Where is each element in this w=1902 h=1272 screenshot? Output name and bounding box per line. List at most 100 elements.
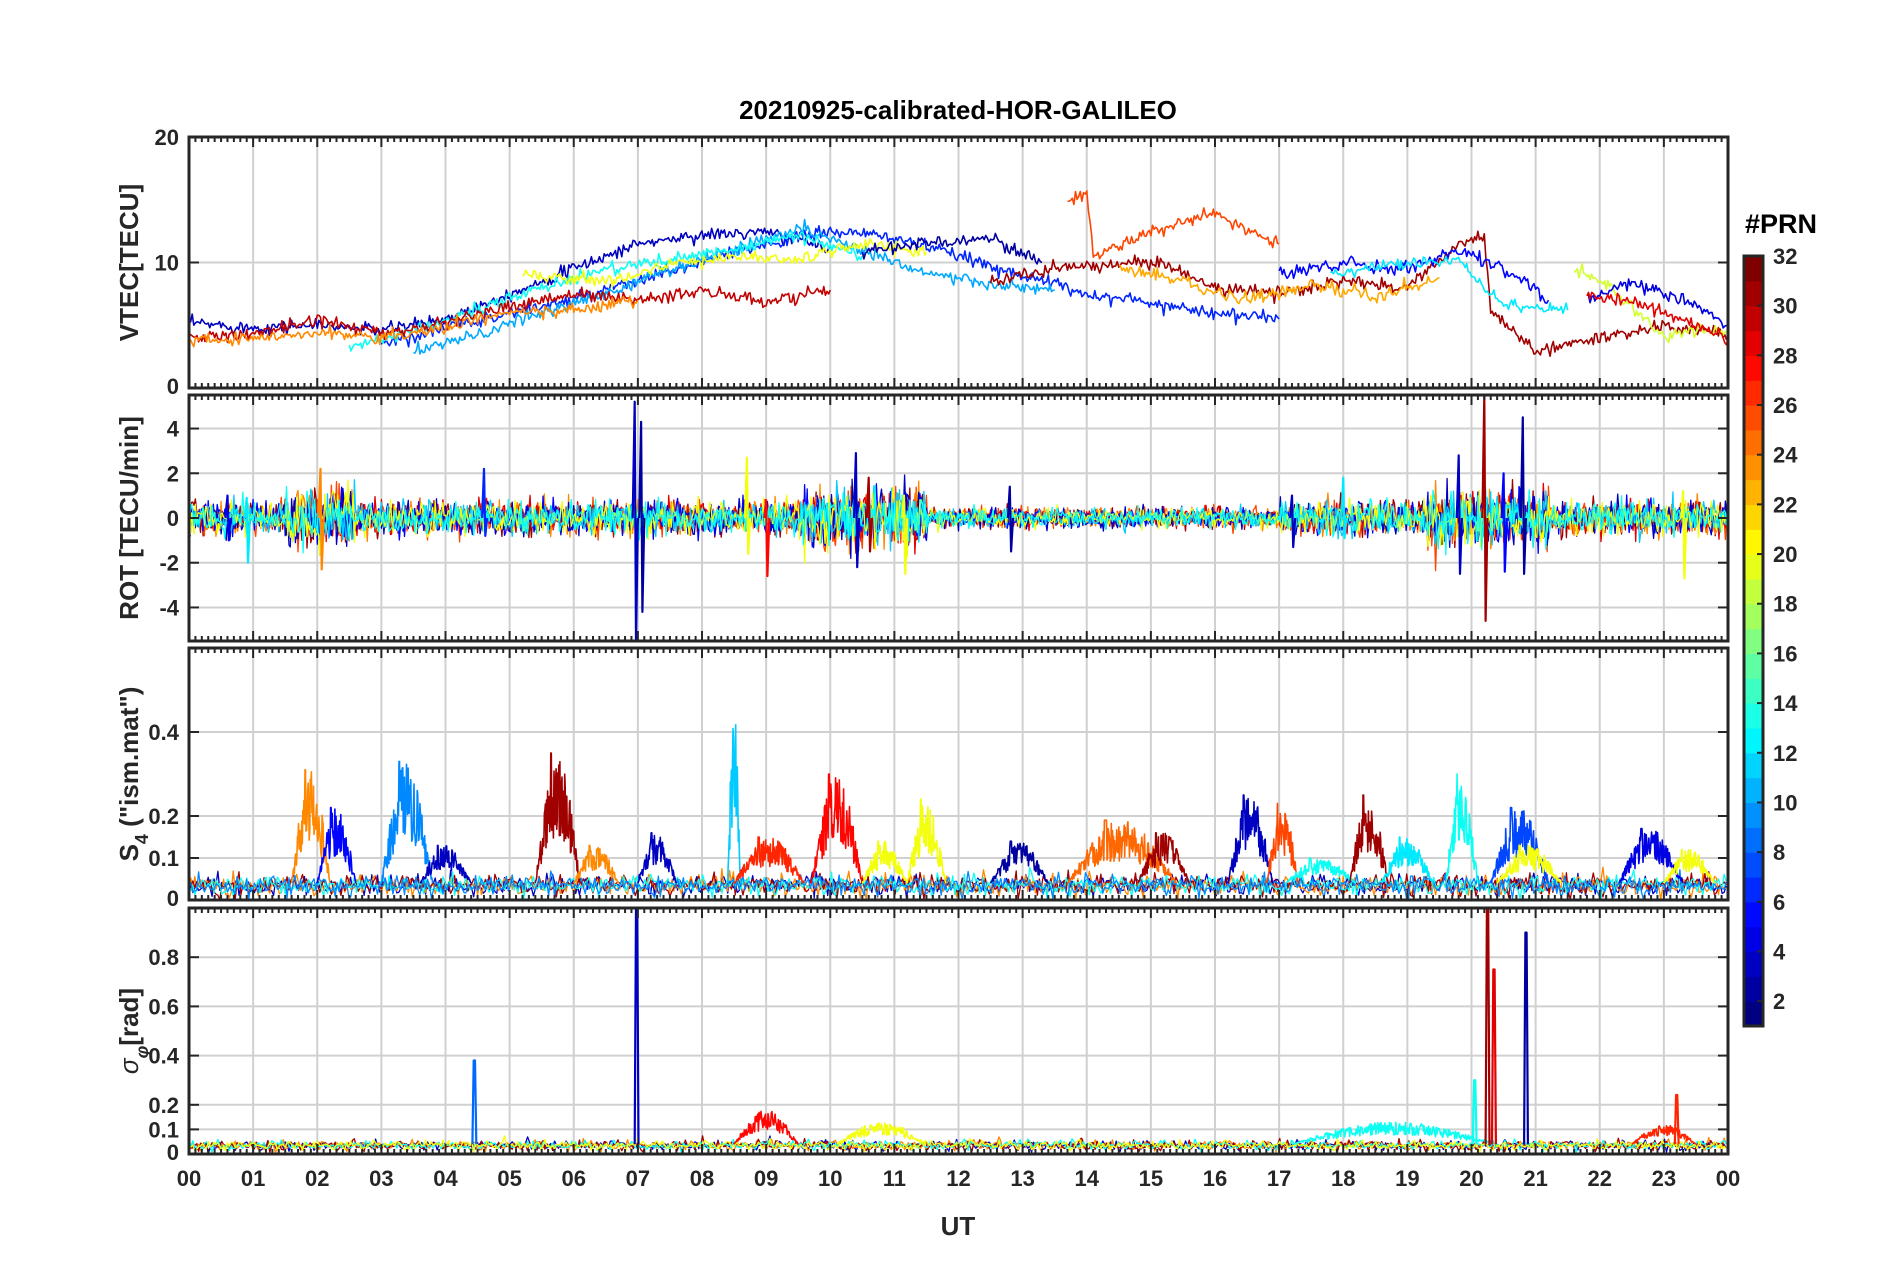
vtec-series-prn-30 [189,285,832,344]
colorbar-tick-label: 32 [1773,244,1797,269]
xtick-label: 09 [754,1166,778,1191]
xtick-label: 04 [433,1166,458,1191]
vtec-series-prn-20 [521,238,928,288]
colorbar-tick-label: 10 [1773,790,1797,815]
x-axis-label: UT [941,1211,976,1241]
panel-vtec-ytick-label: 0 [167,374,179,399]
xtick-label: 21 [1523,1166,1547,1191]
panel-sigma-ytick-label: 0.6 [148,994,179,1019]
rot-spike-1 [243,496,251,564]
vtec-series-prn-24 [189,295,639,348]
panel-rot-ytick-label: 4 [167,417,180,442]
s4-burst-7 [726,723,742,884]
xtick-label: 05 [497,1166,521,1191]
colorbar-tick-label: 12 [1773,741,1797,766]
colorbar-segment [1744,628,1763,655]
s4-burst-6 [637,831,678,884]
rot-spike-10 [901,494,909,576]
xtick-label: 11 [883,1166,906,1191]
vtec-series-prn-26 [1067,190,1280,260]
rot-spike-15 [1481,395,1489,623]
rot-spike-14 [1455,454,1463,576]
rot-spike-8 [852,452,861,569]
s4-burst-4 [534,752,581,884]
s4-burst-5 [573,844,620,884]
xtick-label: 14 [1075,1166,1100,1191]
rot-spike-0 [224,494,232,542]
panel-s4: 0 0.1 0.2 0.4S4 ("ism.mat") [114,646,1730,911]
colorbar-segment [1744,876,1763,903]
xtick-label: 13 [1010,1166,1034,1191]
s4-burst-0 [290,768,331,884]
xtick-label: 20 [1459,1166,1483,1191]
vtec-series-prn-2 [861,232,1043,265]
colorbar-segment [1744,380,1763,406]
rot-spike-7 [763,499,771,578]
panel-s4-ytick-label: 0 [167,886,179,911]
vtec-series-prn-5 [1278,247,1550,304]
sigma-burst-3 [1631,1124,1697,1145]
panel-vtec-ytick-label: 10 [155,251,179,276]
rot-spike-17 [1519,416,1528,576]
xtick-label: 10 [818,1166,842,1191]
rot-spike-3 [481,467,489,538]
colorbar-segment [1744,777,1763,804]
s4-burst-14 [1137,831,1190,884]
panel-vtec-data [189,190,1728,358]
colorbar-segment [1744,852,1763,878]
panel-rot-ytick-label: -4 [159,595,179,620]
xtick-label: 02 [305,1166,329,1191]
panel-sigma-ytick-label: 0.8 [148,945,179,970]
panel-rot-ylabel: ROT [TECU/min] [114,416,144,620]
colorbar-tick-label: 28 [1773,343,1797,368]
xtick-label: 12 [946,1166,970,1191]
panel-vtec-ylabel: VTEC[TECU] [114,184,144,341]
panel-sigma: 00.10.2 0.4 0.6 0.8 σφ[rad] 00 01 02 03 04 05 06 07 0… [114,906,1740,1191]
rot-spike-4 [631,400,639,641]
colorbar-segment [1744,504,1763,530]
colorbar-tick-label: 30 [1773,294,1797,319]
rot-spike-13 [1340,476,1348,540]
rot-spike-5 [638,420,646,614]
vtec-series-prn-12 [1330,255,1569,315]
panel-s4-ytick-label: 0.1 [148,846,179,871]
s4-burst-12 [989,840,1050,884]
s4-burst-24 [1663,848,1716,884]
rot-spike-12 [1288,494,1297,549]
panel-sigma-ytick-label: 0 [167,1140,179,1165]
colorbar-segment [1744,603,1763,630]
colorbar-segment [1744,976,1763,1002]
colorbar-tick-label: 22 [1773,492,1797,517]
sigma-spike-1 [633,908,640,1145]
s4-burst-22 [1496,844,1562,884]
panel-rot-ytick-label: 2 [167,461,179,486]
colorbar-segment [1744,901,1763,928]
panel-sigma-ylabel: σφ[rad] [114,988,152,1074]
s4-burst-19 [1380,836,1434,884]
colorbar-segment [1744,703,1763,729]
rot-spike-9 [865,476,873,553]
colorbar-tick-label: 14 [1773,691,1798,716]
xtick-label: 08 [690,1166,714,1191]
colorbar-tick-label: 26 [1773,393,1797,418]
sigma-spike-3 [1490,968,1497,1145]
rot-spike-11 [1006,485,1015,553]
vtec-series-prn-31 [989,230,1728,358]
colorbar-segment [1744,256,1763,282]
s4-burst-2 [380,760,434,884]
sigma-spike-6 [1673,1093,1680,1145]
xtick-label: 06 [562,1166,586,1191]
xtick-label: 22 [1588,1166,1612,1191]
s4-burst-17 [1285,857,1357,884]
rot-series-prn-13 [189,485,1728,556]
colorbar-segment [1744,678,1763,704]
s4-burst-9 [810,773,864,884]
xtick-label: 03 [369,1166,393,1191]
panel-rot-xticks [188,395,1729,641]
rot-spike-2 [317,467,325,571]
rot-series-prn-20 [189,479,1728,564]
colorbar-segment [1744,1001,1763,1027]
colorbar-segment [1744,479,1763,505]
colorbar-segment [1744,405,1763,431]
